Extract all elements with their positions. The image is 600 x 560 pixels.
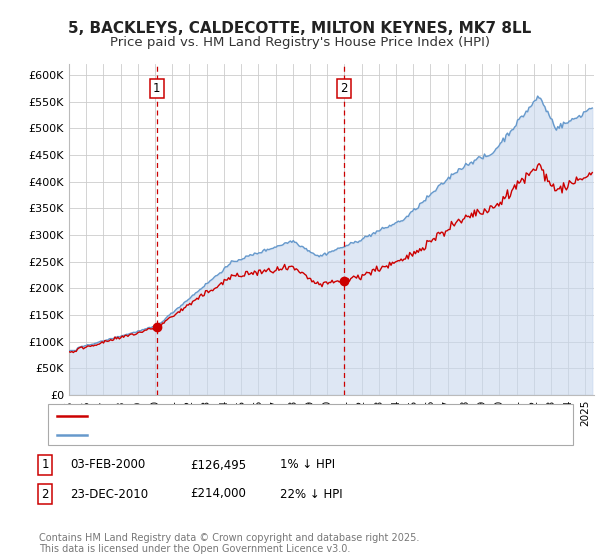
Text: 2: 2 (41, 488, 49, 501)
Text: 23-DEC-2010: 23-DEC-2010 (70, 488, 148, 501)
Text: HPI: Average price, detached house, Milton Keynes: HPI: Average price, detached house, Milt… (93, 428, 394, 441)
Text: 2: 2 (340, 82, 348, 95)
Text: £214,000: £214,000 (190, 488, 246, 501)
Text: 1: 1 (153, 82, 160, 95)
Text: Price paid vs. HM Land Registry's House Price Index (HPI): Price paid vs. HM Land Registry's House … (110, 36, 490, 49)
Text: 5, BACKLEYS, CALDECOTTE, MILTON KEYNES, MK7 8LL: 5, BACKLEYS, CALDECOTTE, MILTON KEYNES, … (68, 21, 532, 36)
Text: 5, BACKLEYS, CALDECOTTE, MILTON KEYNES, MK7 8LL (detached house): 5, BACKLEYS, CALDECOTTE, MILTON KEYNES, … (93, 409, 519, 422)
Text: 1: 1 (41, 459, 49, 472)
Text: Contains HM Land Registry data © Crown copyright and database right 2025.
This d: Contains HM Land Registry data © Crown c… (39, 533, 419, 554)
Text: £126,495: £126,495 (190, 459, 246, 472)
Text: 03-FEB-2000: 03-FEB-2000 (70, 459, 145, 472)
Text: 22% ↓ HPI: 22% ↓ HPI (280, 488, 343, 501)
Text: 1% ↓ HPI: 1% ↓ HPI (280, 459, 335, 472)
